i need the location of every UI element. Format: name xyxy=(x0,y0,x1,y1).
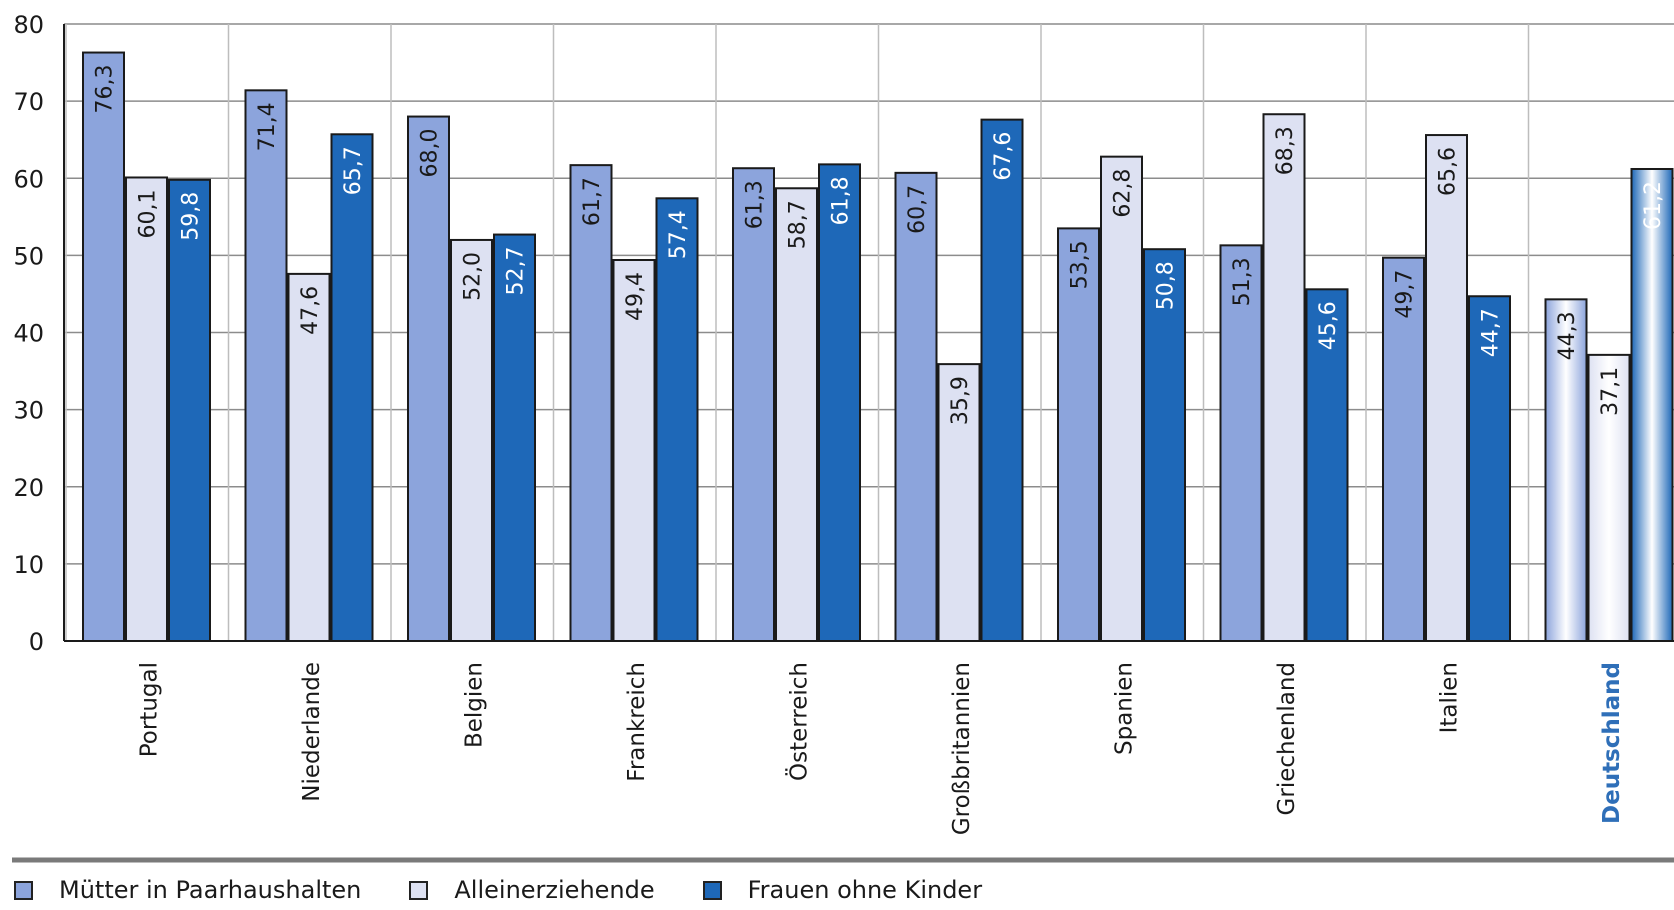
bar-8-0 xyxy=(1382,256,1425,642)
value-label-4-0: 61,3 xyxy=(743,180,768,229)
value-label-6-0: 53,5 xyxy=(1068,240,1093,289)
y-tick-label-20: 20 xyxy=(13,474,44,502)
legend-item-alleinerziehende: Alleinerziehende xyxy=(409,876,655,904)
category-label-8: Italien xyxy=(1436,662,1462,733)
value-label-7-2: 45,6 xyxy=(1316,301,1341,350)
bar-1-0 xyxy=(244,89,288,642)
value-label-5-0: 60,7 xyxy=(905,185,930,234)
value-label-8-0: 49,7 xyxy=(1393,270,1418,319)
category-label-6: Spanien xyxy=(1111,662,1137,755)
value-label-1-2: 65,7 xyxy=(341,146,366,195)
value-label-4-1: 58,7 xyxy=(786,200,811,249)
value-label-1-0: 71,4 xyxy=(255,102,280,151)
bar-6-0 xyxy=(1057,227,1100,642)
y-tick-label-40: 40 xyxy=(13,320,44,348)
bar-chart: 76,3 60,1 59,8 71,4 47,6 65,7 68,0 52,0 52,7 61,7… xyxy=(12,11,1674,863)
bar-5-0 xyxy=(894,171,938,642)
y-tick-label-30: 30 xyxy=(13,397,44,425)
value-label-4-2: 61,8 xyxy=(829,176,854,225)
legend-swatch-muetter xyxy=(14,880,33,900)
bar-3-0 xyxy=(569,164,613,642)
bar-0-1 xyxy=(125,176,168,642)
bar-4-1 xyxy=(775,187,818,642)
bar-4-0 xyxy=(732,167,775,642)
value-label-6-2: 50,8 xyxy=(1154,261,1179,310)
category-label-0: Portugal xyxy=(136,662,162,757)
value-label-8-1: 65,6 xyxy=(1436,147,1461,196)
y-tick-label-80: 80 xyxy=(13,11,44,39)
legend-item-frauen-ohne-kinder: Frauen ohne Kinder xyxy=(702,876,983,904)
bar-0-0 xyxy=(82,51,125,642)
legend-label-frauen-ohne-kinder: Frauen ohne Kinder xyxy=(747,876,983,904)
value-label-0-0: 76,3 xyxy=(93,65,118,114)
value-label-2-2: 52,7 xyxy=(504,247,529,296)
y-tick-label-10: 10 xyxy=(13,551,44,579)
value-label-7-1: 68,3 xyxy=(1273,126,1298,175)
bar-8-1 xyxy=(1425,134,1468,642)
legend: Mütter in Paarhaushalten Alleinerziehend… xyxy=(14,875,1030,905)
value-label-3-0: 61,7 xyxy=(580,177,605,226)
category-label-2: Belgien xyxy=(461,662,487,748)
value-label-1-1: 47,6 xyxy=(298,286,323,335)
y-tick-label-50: 50 xyxy=(13,242,44,270)
category-label-1: Niederlande xyxy=(299,662,325,802)
y-tick-label-60: 60 xyxy=(13,165,44,193)
value-label-8-2: 44,7 xyxy=(1479,308,1504,357)
bar-6-1 xyxy=(1100,155,1143,642)
bar-6-2 xyxy=(1143,248,1186,643)
bar-1-1 xyxy=(287,272,331,642)
bar-5-2 xyxy=(980,118,1024,642)
bar-4-2 xyxy=(818,163,861,642)
legend-label-muetter: Mütter in Paarhaushalten xyxy=(59,876,362,904)
value-label-3-2: 57,4 xyxy=(666,210,691,259)
bar-7-0 xyxy=(1219,244,1263,642)
value-label-5-2: 67,6 xyxy=(991,132,1016,181)
y-tick-label-70: 70 xyxy=(13,88,44,116)
category-label-7: Griechenland xyxy=(1274,662,1300,815)
bar-9-0 xyxy=(1544,298,1588,642)
category-label-9: Deutschland xyxy=(1599,662,1625,824)
category-label-4: Österreich xyxy=(784,662,812,781)
bar-3-1 xyxy=(612,259,656,642)
bar-2-2 xyxy=(493,233,536,643)
value-label-6-1: 62,8 xyxy=(1111,169,1136,218)
y-tick-label-0: 0 xyxy=(29,628,44,656)
value-label-0-2: 59,8 xyxy=(179,192,204,241)
bar-0-2 xyxy=(168,178,211,642)
value-label-9-2: 61,2 xyxy=(1641,181,1666,230)
value-label-9-0: 44,3 xyxy=(1555,311,1580,360)
value-label-0-1: 60,1 xyxy=(136,189,161,238)
value-label-5-1: 35,9 xyxy=(948,376,973,425)
legend-item-muetter: Mütter in Paarhaushalten xyxy=(14,876,361,904)
bar-7-2 xyxy=(1305,288,1349,642)
bars: 76,3 60,1 59,8 71,4 47,6 65,7 68,0 52,0 52,7 61,7… xyxy=(82,51,1674,643)
value-label-2-1: 52,0 xyxy=(461,252,486,301)
bar-8-2 xyxy=(1468,295,1511,642)
bar-2-0 xyxy=(407,115,450,643)
bar-1-2 xyxy=(330,133,374,642)
bar-3-2 xyxy=(655,197,699,643)
value-label-7-0: 51,3 xyxy=(1230,257,1255,306)
legend-swatch-alleinerziehende xyxy=(409,880,429,900)
value-label-9-1: 37,1 xyxy=(1598,367,1623,416)
axes: 0 10 20 30 40 50 60 70 80 Portugal Niederlande Belg… xyxy=(12,11,1674,863)
bar-9-2 xyxy=(1630,167,1674,642)
category-label-5: Großbritannien xyxy=(949,662,975,835)
value-label-2-0: 68,0 xyxy=(418,129,443,178)
bar-7-1 xyxy=(1262,113,1306,642)
legend-swatch-frauen-ohne-kinder xyxy=(702,880,722,900)
value-label-3-1: 49,4 xyxy=(623,272,648,321)
category-label-3: Frankreich xyxy=(624,662,650,782)
legend-label-alleinerziehende: Alleinerziehende xyxy=(454,876,655,904)
